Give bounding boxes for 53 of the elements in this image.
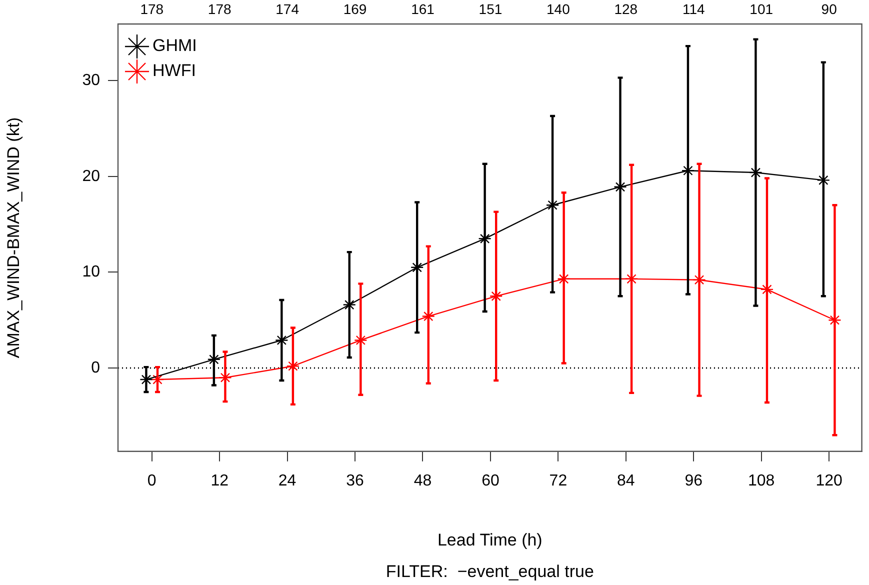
text: FILTER: −event_equal true [386,562,594,581]
point [760,282,774,296]
point [546,198,560,212]
x-tick-label: 0 [147,472,156,490]
x-tick-label: 12 [210,472,229,490]
point [557,272,570,286]
point [681,164,695,178]
legend-label: HWFI [152,61,196,80]
point [342,298,356,312]
y-tick-label: 20 [82,168,100,185]
point [614,180,627,194]
point [692,273,706,286]
text: 178 [140,1,164,17]
y-tick-label: 0 [91,359,100,376]
y-tick-label: 30 [82,72,100,89]
x-tick-label: 108 [748,472,775,490]
x-tick-label: 96 [684,472,703,490]
text: 114 [682,1,705,17]
legend-label: GHMI [152,36,197,56]
point [624,272,638,286]
point [354,334,368,347]
x-tick-label: 84 [617,472,635,490]
text: 161 [411,1,435,17]
point [749,166,762,180]
point [140,372,153,386]
x-tick-label: 120 [816,472,843,490]
text: 178 [208,1,232,17]
point [410,260,424,274]
point [490,290,503,303]
x-axis-title: Lead Time (h) [437,530,542,550]
point [422,310,435,323]
text: 151 [478,1,502,17]
point [286,360,300,373]
x-tick-label: 72 [549,472,568,490]
point [218,371,232,384]
point [207,352,221,366]
text: 174 [276,1,300,17]
point [478,232,492,246]
text: 101 [750,1,774,17]
point [275,334,288,347]
text: 128 [614,1,638,17]
text: 90 [821,1,838,17]
text: 140 [546,1,570,17]
text: 169 [343,1,367,17]
y-tick-label: 10 [82,264,100,281]
x-tick-label: 36 [346,472,364,490]
x-tick-label: 60 [482,472,500,490]
x-tick-label: 48 [414,472,432,490]
point [150,372,164,386]
x-tick-label: 24 [278,472,296,490]
point [828,314,842,327]
point [816,174,830,187]
y-axis-title: AMAX_WIND-BMAX_WIND (kt) [4,117,23,358]
